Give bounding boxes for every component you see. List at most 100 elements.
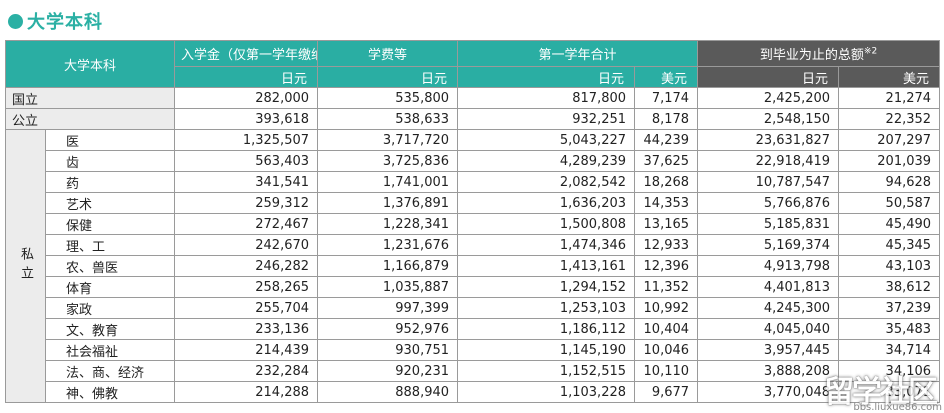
cell-admission: 255,704 — [174, 297, 319, 319]
cell-tuition: 3,725,836 — [317, 150, 459, 172]
row-label: 保健 — [44, 213, 176, 235]
cell-tuition: 3,717,720 — [317, 129, 459, 151]
table-row: 农、兽医 246,282 1,166,879 1,413,161 12,396 4,913… — [6, 255, 941, 277]
cell-total-jpy: 4,245,300 — [697, 297, 840, 319]
cell-first-jpy: 5,043,227 — [457, 129, 636, 151]
row-label: 医 — [44, 129, 176, 151]
header-row-top: 大学本科 入学金（仅第一学年缴纳） 学费等 第一学年合计 到毕业为止的总额※2 — [4, 40, 941, 88]
unit-usd-first-year: 美元 — [634, 66, 699, 88]
cell-total-usd: 207,297 — [838, 129, 941, 151]
cell-first-jpy: 1,636,203 — [457, 192, 636, 214]
cell-admission: 246,282 — [174, 255, 319, 277]
table-row: 家政 255,704 997,399 1,253,103 10,992 4,245,300… — [6, 297, 941, 319]
cell-tuition: 1,741,001 — [317, 171, 459, 193]
cell-total-jpy: 23,631,827 — [697, 129, 840, 151]
unit-jpy-tuition: 日元 — [317, 66, 459, 88]
cell-first-usd: 10,110 — [634, 360, 699, 382]
cell-first-jpy: 1,294,152 — [457, 276, 636, 298]
cell-total-jpy: 5,169,374 — [697, 234, 840, 256]
cell-admission: 259,312 — [174, 192, 319, 214]
cell-admission: 233,136 — [174, 318, 319, 340]
table-row: 法、商、经济 232,284 920,231 1,152,515 10,110 3,888… — [6, 360, 941, 382]
cell-total-jpy: 5,185,831 — [697, 213, 840, 235]
bullet-dot-icon — [8, 13, 23, 29]
cell-total-jpy: 3,770,048 — [697, 381, 840, 403]
row-label: 农、兽医 — [44, 255, 176, 277]
cell-total-jpy: 4,045,040 — [697, 318, 840, 340]
row-label: 法、商、经济 — [44, 360, 176, 382]
cell-first-jpy: 1,474,346 — [457, 234, 636, 256]
cell-tuition: 888,940 — [317, 381, 459, 403]
cell-total-usd: 33,071 — [838, 381, 941, 403]
cell-total-usd: 43,103 — [838, 255, 941, 277]
cell-first-jpy: 1,152,515 — [457, 360, 636, 382]
table-body: 国立 282,000 535,800 817,800 7,174 2,425,200 21,… — [4, 87, 941, 403]
cell-first-usd: 12,396 — [634, 255, 699, 277]
cell-total-usd: 45,345 — [838, 234, 941, 256]
cell-first-jpy: 2,082,542 — [457, 171, 636, 193]
table-row: 药 341,541 1,741,001 2,082,542 18,268 10,787,5… — [6, 171, 941, 193]
row-label: 社会福祉 — [44, 339, 176, 361]
tuition-fee-table: 大学本科 入学金（仅第一学年缴纳） 学费等 第一学年合计 到毕业为止的总额※2 … — [4, 40, 941, 403]
header-first-year-total: 第一学年合计 — [457, 40, 699, 67]
row-label: 家政 — [44, 297, 176, 319]
cell-total-jpy: 2,425,200 — [697, 87, 840, 109]
cell-total-usd: 50,587 — [838, 192, 941, 214]
table-row: 国立 282,000 535,800 817,800 7,174 2,425,200 21,… — [4, 87, 941, 109]
unit-jpy-admission: 日元 — [174, 66, 319, 88]
cell-total-usd: 22,352 — [838, 108, 941, 130]
unit-jpy-grand-total: 日元 — [697, 66, 840, 88]
cell-first-jpy: 4,289,239 — [457, 150, 636, 172]
header-grand-total-note: ※2 — [863, 46, 878, 57]
cell-total-usd: 21,274 — [838, 87, 941, 109]
cell-admission: 242,670 — [174, 234, 319, 256]
table-row: 公立 393,618 538,633 932,251 8,178 2,548,150 22,… — [4, 108, 941, 130]
cell-first-usd: 10,992 — [634, 297, 699, 319]
cell-first-usd: 18,268 — [634, 171, 699, 193]
cell-admission: 563,403 — [174, 150, 319, 172]
row-label: 体育 — [44, 276, 176, 298]
section-title: 大学本科 — [27, 12, 103, 33]
cell-total-usd: 34,714 — [838, 339, 941, 361]
cell-total-jpy: 4,401,813 — [697, 276, 840, 298]
table-row: 艺术 259,312 1,376,891 1,636,203 14,353 5,766,8… — [6, 192, 941, 214]
cell-tuition: 1,035,887 — [317, 276, 459, 298]
cell-first-usd: 7,174 — [634, 87, 699, 109]
header-grand-total: 到毕业为止的总额※2 — [697, 40, 941, 67]
cell-first-usd: 12,933 — [634, 234, 699, 256]
table-row: 文、教育 233,136 952,976 1,186,112 10,404 4,045,0… — [6, 318, 941, 340]
cell-admission: 341,541 — [174, 171, 319, 193]
cell-total-jpy: 3,957,445 — [697, 339, 840, 361]
row-label: 神、佛教 — [44, 381, 176, 403]
cell-tuition: 997,399 — [317, 297, 459, 319]
table-row: 社会福祉 214,439 930,751 1,145,190 10,046 3,957,4… — [6, 339, 941, 361]
cell-total-jpy: 22,918,419 — [697, 150, 840, 172]
cell-first-jpy: 1,145,190 — [457, 339, 636, 361]
cell-first-usd: 8,178 — [634, 108, 699, 130]
row-label: 公立 — [4, 108, 176, 130]
cell-admission: 214,288 — [174, 381, 319, 403]
cell-first-jpy: 1,103,228 — [457, 381, 636, 403]
cell-first-usd: 37,625 — [634, 150, 699, 172]
table-row: 齿 563,403 3,725,836 4,289,239 37,625 22,918,4… — [6, 150, 941, 172]
cell-tuition: 1,228,341 — [317, 213, 459, 235]
cell-admission: 214,439 — [174, 339, 319, 361]
table-row: 保健 272,467 1,228,341 1,500,808 13,165 5,185,8… — [6, 213, 941, 235]
cell-first-jpy: 817,800 — [457, 87, 636, 109]
cell-total-usd: 38,612 — [838, 276, 941, 298]
private-group-label: 私立 — [5, 129, 46, 403]
cell-first-jpy: 1,253,103 — [457, 297, 636, 319]
cell-total-jpy: 5,766,876 — [697, 192, 840, 214]
row-label: 国立 — [4, 87, 176, 109]
unit-jpy-first-year: 日元 — [457, 66, 636, 88]
cell-admission: 393,618 — [174, 108, 319, 130]
watermark-url: bbs.liuxue86.com — [853, 402, 942, 413]
cell-first-usd: 9,677 — [634, 381, 699, 403]
table-row: 体育 258,265 1,035,887 1,294,152 11,352 4,401,8… — [6, 276, 941, 298]
cell-tuition: 1,376,891 — [317, 192, 459, 214]
cell-admission: 272,467 — [174, 213, 319, 235]
cell-total-usd: 35,483 — [838, 318, 941, 340]
cell-tuition: 535,800 — [317, 87, 459, 109]
cell-first-jpy: 1,500,808 — [457, 213, 636, 235]
row-label: 艺术 — [44, 192, 176, 214]
